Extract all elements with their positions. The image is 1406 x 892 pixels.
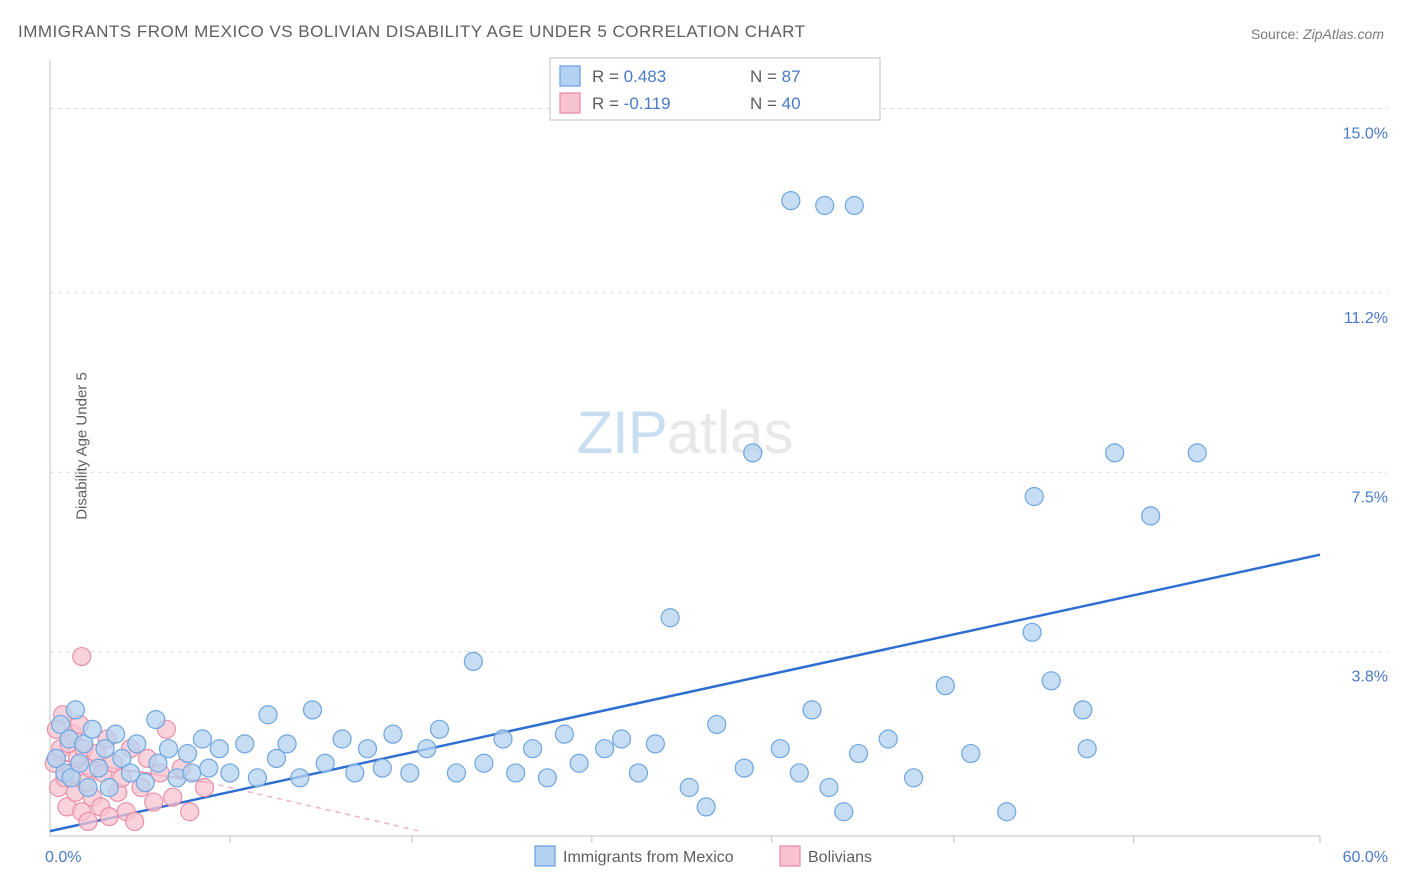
data-point-mexico bbox=[1042, 672, 1060, 690]
data-point-mexico bbox=[147, 711, 165, 729]
data-point-mexico bbox=[193, 730, 211, 748]
data-point-mexico bbox=[1142, 507, 1160, 525]
y-tick-label: 7.5% bbox=[1352, 489, 1388, 506]
data-point-mexico bbox=[845, 197, 863, 215]
data-point-mexico bbox=[613, 730, 631, 748]
data-point-mexico bbox=[384, 725, 402, 743]
legend-label: Bolivians bbox=[808, 849, 872, 866]
data-point-mexico bbox=[430, 720, 448, 738]
data-point-mexico bbox=[79, 779, 97, 797]
data-point-mexico bbox=[259, 706, 277, 724]
data-point-mexico bbox=[333, 730, 351, 748]
data-point-mexico bbox=[83, 720, 101, 738]
data-point-mexico bbox=[183, 764, 201, 782]
data-point-mexico bbox=[835, 803, 853, 821]
data-point-mexico bbox=[303, 701, 321, 719]
stats-row: R = 0.483 bbox=[592, 67, 666, 86]
data-point-mexico bbox=[661, 609, 679, 627]
data-point-mexico bbox=[346, 764, 364, 782]
data-point-mexico bbox=[744, 444, 762, 462]
data-point-mexico bbox=[524, 740, 542, 758]
data-point-mexico bbox=[248, 769, 266, 787]
data-point-mexico bbox=[680, 779, 698, 797]
data-point-mexico bbox=[200, 759, 218, 777]
data-point-mexico bbox=[359, 740, 377, 758]
data-point-mexico bbox=[1188, 444, 1206, 462]
y-tick-label: 11.2% bbox=[1344, 310, 1388, 327]
data-point-mexico bbox=[316, 754, 334, 772]
data-point-mexico bbox=[278, 735, 296, 753]
data-point-mexico bbox=[629, 764, 647, 782]
data-point-mexico bbox=[475, 754, 493, 772]
data-point-mexico bbox=[850, 745, 868, 763]
data-point-bolivians bbox=[196, 779, 214, 797]
correlation-scatter-plot: ZIPatlas3.8%7.5%11.2%15.0%0.0%60.0%R = 0… bbox=[0, 0, 1406, 892]
data-point-bolivians bbox=[73, 648, 91, 666]
data-point-mexico bbox=[538, 769, 556, 787]
data-point-mexico bbox=[879, 730, 897, 748]
x-origin-label: 0.0% bbox=[45, 849, 81, 866]
data-point-mexico bbox=[71, 754, 89, 772]
data-point-mexico bbox=[708, 715, 726, 733]
data-point-mexico bbox=[936, 677, 954, 695]
data-point-bolivians bbox=[145, 793, 163, 811]
data-point-mexico bbox=[236, 735, 254, 753]
data-point-mexico bbox=[160, 740, 178, 758]
data-point-mexico bbox=[1078, 740, 1096, 758]
data-point-bolivians bbox=[164, 788, 182, 806]
data-point-mexico bbox=[464, 652, 482, 670]
data-point-mexico bbox=[1025, 488, 1043, 506]
data-point-mexico bbox=[494, 730, 512, 748]
legend-swatch bbox=[780, 846, 800, 866]
legend-label: Immigrants from Mexico bbox=[563, 849, 734, 866]
data-point-bolivians bbox=[100, 808, 118, 826]
data-point-mexico bbox=[221, 764, 239, 782]
stats-row: R = -0.119 bbox=[592, 94, 671, 113]
data-point-mexico bbox=[998, 803, 1016, 821]
y-tick-label: 15.0% bbox=[1343, 126, 1388, 143]
data-point-mexico bbox=[100, 779, 118, 797]
data-point-mexico bbox=[90, 759, 108, 777]
data-point-mexico bbox=[1023, 623, 1041, 641]
stats-row-n: N = 40 bbox=[750, 94, 801, 113]
data-point-mexico bbox=[210, 740, 228, 758]
data-point-mexico bbox=[401, 764, 419, 782]
data-point-mexico bbox=[782, 192, 800, 210]
data-point-mexico bbox=[128, 735, 146, 753]
data-point-mexico bbox=[646, 735, 664, 753]
x-max-label: 60.0% bbox=[1343, 849, 1388, 866]
stats-swatch bbox=[560, 66, 580, 86]
data-point-mexico bbox=[136, 774, 154, 792]
data-point-mexico bbox=[905, 769, 923, 787]
data-point-bolivians bbox=[79, 812, 97, 830]
data-point-mexico bbox=[816, 197, 834, 215]
data-point-mexico bbox=[291, 769, 309, 787]
data-point-mexico bbox=[596, 740, 614, 758]
data-point-mexico bbox=[820, 779, 838, 797]
data-point-mexico bbox=[1074, 701, 1092, 719]
data-point-mexico bbox=[803, 701, 821, 719]
data-point-mexico bbox=[66, 701, 84, 719]
data-point-mexico bbox=[697, 798, 715, 816]
legend-swatch bbox=[535, 846, 555, 866]
data-point-mexico bbox=[1106, 444, 1124, 462]
data-point-bolivians bbox=[181, 803, 199, 821]
data-point-bolivians bbox=[126, 812, 144, 830]
data-point-mexico bbox=[447, 764, 465, 782]
data-point-mexico bbox=[507, 764, 525, 782]
data-point-mexico bbox=[735, 759, 753, 777]
stats-swatch bbox=[560, 93, 580, 113]
data-point-mexico bbox=[373, 759, 391, 777]
data-point-mexico bbox=[107, 725, 125, 743]
data-point-mexico bbox=[570, 754, 588, 772]
data-point-mexico bbox=[790, 764, 808, 782]
y-tick-label: 3.8% bbox=[1352, 669, 1388, 686]
data-point-mexico bbox=[771, 740, 789, 758]
data-point-mexico bbox=[179, 745, 197, 763]
data-point-mexico bbox=[418, 740, 436, 758]
data-point-mexico bbox=[962, 745, 980, 763]
data-point-mexico bbox=[555, 725, 573, 743]
stats-row-n: N = 87 bbox=[750, 67, 801, 86]
